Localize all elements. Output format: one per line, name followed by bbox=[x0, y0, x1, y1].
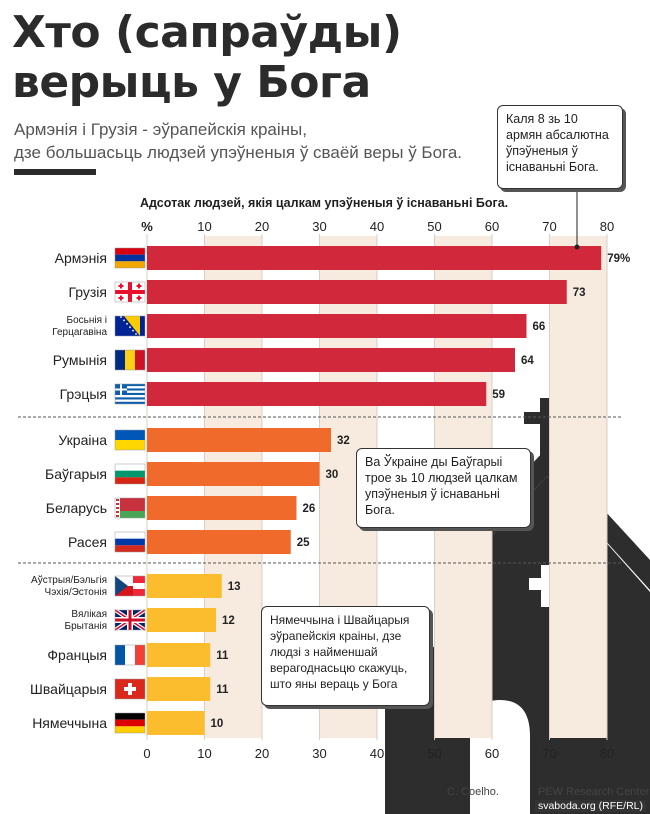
category-label: Вялікая Брытанія bbox=[65, 609, 108, 632]
subtitle-line-2: дзе большасьць людзей упэўненыя ў сваёй … bbox=[14, 143, 463, 162]
category-label: Швайцарыя bbox=[30, 681, 107, 697]
x-tick-top: 50 bbox=[427, 219, 441, 234]
category-label: Беларусь bbox=[46, 500, 107, 516]
title-line-2: верыць у Бога bbox=[12, 57, 371, 108]
x-tick-bottom: 30 bbox=[312, 746, 326, 761]
armenia-flag-icon bbox=[114, 247, 146, 269]
bar bbox=[147, 348, 515, 372]
x-tick-bottom: 80 bbox=[600, 746, 614, 761]
data-label: 11 bbox=[216, 684, 229, 696]
callout-armenia: Каля 8 зь 10 армян абсалютна ўпэўненыя ў… bbox=[497, 105, 623, 189]
data-label: 30 bbox=[326, 469, 339, 481]
x-tick-top: 70 bbox=[542, 219, 556, 234]
data-label: 32 bbox=[337, 435, 350, 447]
bar bbox=[147, 280, 567, 304]
callout-pointer-dot bbox=[574, 244, 580, 250]
category-label: Баўгарыя bbox=[45, 466, 107, 482]
x-tick-top: 20 bbox=[255, 219, 269, 234]
x-tick-top: 30 bbox=[312, 219, 326, 234]
bar bbox=[147, 314, 527, 338]
title-line-1: Хто (сапраўды) bbox=[12, 7, 402, 58]
background-stripe bbox=[204, 236, 262, 738]
bar bbox=[147, 462, 320, 486]
germany-flag-icon bbox=[114, 712, 146, 734]
czech-flag-icon bbox=[114, 575, 146, 597]
data-label: 25 bbox=[297, 537, 310, 549]
russia-flag-icon bbox=[114, 531, 146, 553]
callout-germany: Нямеччына і Швайцарыя эўрапейскія краіны… bbox=[261, 606, 430, 706]
data-label: 64 bbox=[521, 355, 534, 367]
category-label: Армэнія bbox=[55, 250, 107, 266]
category-label: Францыя bbox=[47, 647, 107, 663]
data-label: 73 bbox=[573, 287, 586, 299]
x-tick-bottom: 0 bbox=[143, 746, 150, 761]
category-label: Украіна bbox=[58, 432, 107, 448]
bar bbox=[147, 608, 216, 632]
category-label: Румынія bbox=[53, 352, 107, 368]
data-label: 66 bbox=[533, 321, 546, 333]
bar bbox=[147, 496, 297, 520]
bar bbox=[147, 382, 487, 406]
bar bbox=[147, 574, 222, 598]
subtitle: Армэнія і Грузія - эўрапейскія краіны, д… bbox=[14, 118, 462, 164]
georgia-flag-icon bbox=[114, 281, 146, 303]
title-rule bbox=[14, 169, 96, 175]
x-tick-bottom: 70 bbox=[542, 746, 556, 761]
page-title: Хто (сапраўды) верыць у Бога bbox=[12, 8, 402, 108]
france-flag-icon bbox=[114, 644, 146, 666]
switzerland-flag-icon bbox=[114, 678, 146, 700]
category-label: Нямеччына bbox=[32, 715, 107, 731]
bar bbox=[147, 677, 211, 701]
bar bbox=[147, 428, 331, 452]
data-label: 11 bbox=[216, 650, 229, 662]
bar bbox=[147, 246, 602, 270]
x-tick-bottom: 60 bbox=[485, 746, 499, 761]
x-tick-bottom: 10 bbox=[197, 746, 211, 761]
category-label: Босьнія і Герцагавіна bbox=[52, 315, 107, 338]
background-stripe bbox=[549, 236, 607, 738]
credit-author: C. Coelho. bbox=[447, 786, 499, 798]
ukraine-flag-icon bbox=[114, 429, 146, 451]
romania-flag-icon bbox=[114, 349, 146, 371]
x-tick-top: 80 bbox=[600, 219, 614, 234]
data-label: 13 bbox=[228, 581, 241, 593]
data-label: 79% bbox=[607, 253, 630, 265]
x-tick-bottom: 40 bbox=[370, 746, 384, 761]
x-axis-unit-label: % bbox=[141, 219, 153, 234]
credit-source: PEW Research Center bbox=[538, 786, 650, 798]
x-tick-top: 10 bbox=[197, 219, 211, 234]
category-label: Аўстрыя/Бэльгія Чэхія/Эстонія bbox=[31, 574, 107, 598]
chart-title: Адсотак людзей, якія цалкам упэўненыя ў … bbox=[140, 196, 509, 210]
bar bbox=[147, 711, 205, 735]
data-label: 10 bbox=[211, 718, 224, 730]
x-tick-top: 60 bbox=[485, 219, 499, 234]
x-tick-top: 40 bbox=[370, 219, 384, 234]
belarus-flag-icon bbox=[114, 497, 146, 519]
callout-ukraine: Ва Ўкраіне ды Баўгарыі трое зь 10 людзей… bbox=[356, 448, 531, 528]
bulgaria-flag-icon bbox=[114, 463, 146, 485]
data-label: 59 bbox=[492, 389, 505, 401]
data-label: 26 bbox=[303, 503, 316, 515]
bosnia-flag-icon bbox=[114, 315, 146, 337]
greece-flag-icon bbox=[114, 383, 146, 405]
category-label: Грузія bbox=[68, 284, 107, 300]
uk-flag-icon bbox=[113, 608, 147, 632]
category-label: Грэцыя bbox=[60, 386, 107, 402]
category-label: Расея bbox=[68, 534, 107, 550]
credit-site: svaboda.org (RFE/RL) bbox=[534, 800, 646, 812]
data-label: 12 bbox=[222, 615, 235, 627]
x-tick-bottom: 20 bbox=[255, 746, 269, 761]
bar bbox=[147, 530, 291, 554]
bar bbox=[147, 643, 211, 667]
subtitle-line-1: Армэнія і Грузія - эўрапейскія краіны, bbox=[14, 120, 307, 139]
x-tick-bottom: 50 bbox=[427, 746, 441, 761]
